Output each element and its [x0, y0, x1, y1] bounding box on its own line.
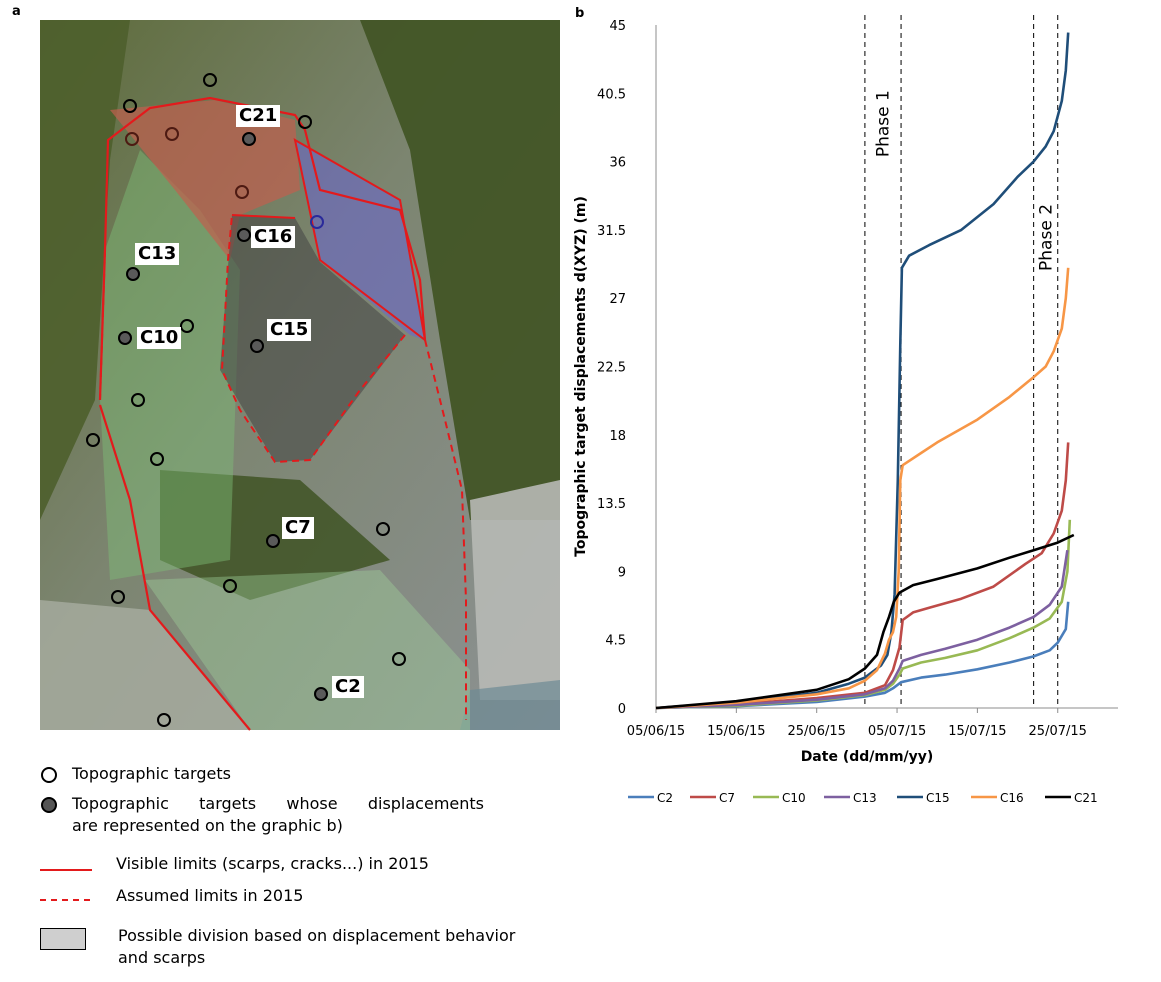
legend-label-c2: C2: [657, 791, 673, 805]
legend-label-c7: C7: [719, 791, 735, 805]
legend-label-c16: C16: [1000, 791, 1024, 805]
y-tick-label: 40.5: [597, 87, 626, 102]
series-line-c16: [655, 267, 1070, 710]
open-target-icon: [41, 767, 57, 783]
x-tick-label: 25/07/15: [1029, 724, 1087, 739]
legend-represented-line2: are represented on the graphic b): [72, 816, 343, 835]
x-axis-title: Date (dd/mm/yy): [801, 749, 934, 765]
landslide-aerial-map: [40, 20, 560, 731]
map-label-c15: C15: [267, 319, 312, 341]
x-tick-label: 15/07/15: [948, 724, 1006, 739]
y-tick-label: 45: [609, 19, 626, 34]
map-label-c13: C13: [135, 243, 180, 265]
y-tick-label: 9: [618, 565, 626, 580]
zone-green-south: [145, 570, 470, 730]
phase-annotation: Phase 2: [1037, 204, 1057, 271]
series-line-c15: [655, 32, 1070, 710]
topographic-targets-represented: [118, 132, 328, 701]
legend-division-line1: Possible division based on displacement …: [118, 926, 516, 945]
legend-label-c13: C13: [853, 791, 877, 805]
map-label-c21: C21: [236, 105, 281, 127]
zone-purple-east: [295, 140, 425, 340]
map-label-c2: C2: [332, 676, 364, 698]
visible-limit-symbol: [40, 869, 92, 871]
legend-visible-limits: Visible limits (scarps, cracks...) in 20…: [116, 854, 429, 873]
division-swatch: [40, 928, 86, 950]
y-tick-label: 13.5: [597, 497, 626, 512]
y-tick-label: 4.5: [605, 634, 626, 649]
represented-target-icon: [41, 797, 57, 813]
y-tick-label: 27: [609, 292, 626, 307]
phase-annotation: Phase 1: [874, 90, 894, 157]
zone-grey-central: [220, 215, 405, 462]
legend-division-line2: and scarps: [118, 948, 206, 967]
y-axis-title: Topographic target displacements d(XYZ) …: [573, 196, 589, 557]
displacement-chart: 0 4.5 9 13.5 18 22.5 27 31.5 36 40.5 45 05/06/15 15/…: [573, 15, 1118, 805]
assumed-limit-line: [99, 249, 106, 401]
x-tick-label: 15/06/15: [707, 724, 765, 739]
legend-label-c21: C21: [1074, 791, 1098, 805]
y-tick-label: 36: [609, 156, 626, 171]
y-tick-label: 31.5: [597, 224, 626, 239]
x-tick-label: 25/06/15: [788, 724, 846, 739]
panel-a-letter: a: [12, 4, 21, 19]
x-tick-label: 05/06/15: [627, 724, 685, 739]
series-line-c21: [655, 533, 1075, 710]
y-tick-label: 18: [609, 429, 626, 444]
series-line-c10: [655, 519, 1072, 710]
series-line-c7: [655, 442, 1070, 710]
legend-label-c10: C10: [782, 791, 806, 805]
assumed-limit-symbol: [40, 899, 92, 901]
panel-b-letter: b: [575, 6, 585, 21]
legend-label-c15: C15: [926, 791, 950, 805]
topographic-targets-open: [86, 73, 406, 727]
legend-represented-line1: Topographic targets whose displacements: [72, 794, 484, 813]
x-tick-label: 05/07/15: [868, 724, 926, 739]
y-tick-label: 22.5: [597, 361, 626, 376]
y-tick-label: 0: [618, 702, 626, 717]
series-line-c2: [655, 601, 1070, 710]
map-label-c16: C16: [251, 226, 296, 248]
map-label-c7: C7: [282, 517, 314, 539]
legend-assumed-limits: Assumed limits in 2015: [116, 886, 304, 905]
legend-topographic-targets: Topographic targets: [72, 764, 231, 783]
series-line-c13: [655, 550, 1069, 710]
map-label-c10: C10: [137, 327, 182, 349]
